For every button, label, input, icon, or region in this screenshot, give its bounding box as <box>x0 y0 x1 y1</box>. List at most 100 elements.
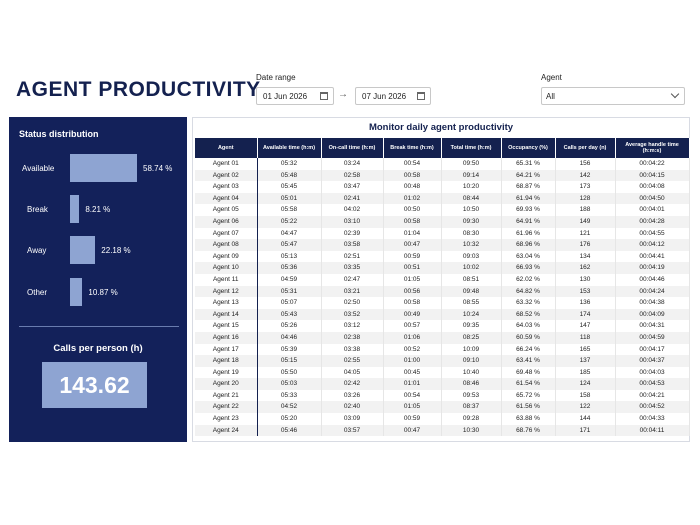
table-cell: 68.96 % <box>501 239 556 251</box>
table-cell: 134 <box>555 250 616 263</box>
table-cell: 121 <box>555 227 616 240</box>
table-cell: 00:56 <box>383 285 442 298</box>
table-cell: 128 <box>555 192 616 205</box>
table-cell: 00:54 <box>383 389 442 402</box>
column-header[interactable]: Total time (h:m) <box>441 138 502 158</box>
table-cell: 10:50 <box>441 204 502 216</box>
table-cell: 10:02 <box>441 262 502 274</box>
table-cell: 03:09 <box>321 413 384 425</box>
column-header[interactable]: Agent <box>195 138 258 158</box>
table-cell: 66.93 % <box>501 262 556 274</box>
table-cell: 60.59 % <box>501 331 556 344</box>
table-cell: 147 <box>555 320 616 332</box>
table-cell: 68.76 % <box>501 424 556 437</box>
table-cell: Agent 15 <box>195 320 258 332</box>
table-cell: Agent 07 <box>195 227 258 240</box>
table-row: Agent 17 05:39 03:38 00:52 10:09 66.24 % 165 00… <box>195 343 690 356</box>
column-header[interactable]: Break time (h:m) <box>383 138 442 158</box>
table-cell: 171 <box>555 424 616 437</box>
table-cell: 05:03 <box>257 378 322 390</box>
table-cell: 10:24 <box>441 308 502 321</box>
table-cell: 08:37 <box>441 401 502 414</box>
table-cell: Agent 20 <box>195 378 258 390</box>
status-row-other: Other 10.87 % <box>9 278 187 308</box>
date-from-input[interactable]: 01 Jun 2026 <box>256 87 334 105</box>
column-header[interactable]: Average handle time (h:m:s) <box>615 138 690 158</box>
date-range-label: Date range <box>256 73 296 82</box>
date-to-input[interactable]: 07 Jun 2026 <box>355 87 431 105</box>
table-row: Agent 07 04:47 02:39 01:04 08:30 61.96 % 121 00… <box>195 227 690 240</box>
column-header[interactable]: Calls per day (n) <box>555 138 616 158</box>
table-cell: Agent 11 <box>195 273 258 286</box>
table-cell: 00:04:50 <box>615 192 690 205</box>
table-cell: 02:51 <box>321 250 384 263</box>
table-cell: 03:47 <box>321 181 384 193</box>
table-cell: Agent 14 <box>195 308 258 321</box>
table-cell: 01:01 <box>383 378 442 390</box>
calls-per-person-value: 143.62 <box>42 362 147 408</box>
table-cell: 03:58 <box>321 239 384 251</box>
table-cell: 158 <box>555 389 616 402</box>
table-cell: 03:24 <box>321 158 384 170</box>
table-cell: 05:15 <box>257 355 322 367</box>
status-distribution-title: Status distribution <box>19 129 99 139</box>
table-cell: 08:44 <box>441 192 502 205</box>
table-cell: 09:35 <box>441 320 502 332</box>
table-cell: 03:10 <box>321 215 384 228</box>
table-cell: 118 <box>555 331 616 344</box>
table-cell: Agent 18 <box>195 355 258 367</box>
panel-divider <box>19 326 179 327</box>
table-cell: 61.94 % <box>501 192 556 205</box>
status-label: Break <box>27 205 48 214</box>
table-cell: 01:05 <box>383 401 442 414</box>
calendar-icon[interactable] <box>417 92 425 100</box>
table-cell: Agent 09 <box>195 250 258 263</box>
table-cell: Agent 08 <box>195 239 258 251</box>
table-cell: 05:01 <box>257 192 322 205</box>
table-row: Agent 13 05:07 02:50 00:58 08:55 63.32 % 136 00… <box>195 297 690 309</box>
table-row: Agent 21 05:33 03:26 00:54 09:53 65.72 % 158 00… <box>195 389 690 402</box>
table-cell: Agent 03 <box>195 181 258 193</box>
table-cell: 09:03 <box>441 250 502 263</box>
table-cell: Agent 05 <box>195 204 258 216</box>
table-row: Agent 16 04:46 02:38 01:06 08:25 60.59 % 118 00… <box>195 331 690 344</box>
table-cell: 02:40 <box>321 401 384 414</box>
status-pct: 8.21 % <box>85 205 111 214</box>
table-cell: 09:28 <box>441 413 502 425</box>
table-cell: 04:52 <box>257 401 322 414</box>
table-cell: 66.24 % <box>501 343 556 356</box>
agent-select[interactable]: All <box>541 87 685 105</box>
table-cell: 00:04:53 <box>615 378 690 390</box>
date-to-value: 07 Jun 2026 <box>362 92 407 101</box>
table-cell: 00:51 <box>383 262 442 274</box>
column-header[interactable]: On-call time (h:m) <box>321 138 384 158</box>
table-cell: 00:04:37 <box>615 355 690 367</box>
column-header[interactable]: Available time (h:m) <box>257 138 322 158</box>
table-cell: 162 <box>555 262 616 274</box>
table-cell: 00:58 <box>383 297 442 309</box>
chevron-down-icon <box>670 89 680 99</box>
column-header[interactable]: Occupancy (%) <box>501 138 556 158</box>
table-cell: 05:32 <box>257 158 322 170</box>
table-cell: Agent 23 <box>195 413 258 425</box>
table-cell: 05:43 <box>257 308 322 321</box>
calendar-icon[interactable] <box>320 92 328 100</box>
table-cell: 03:12 <box>321 320 384 332</box>
table-cell: 00:59 <box>383 413 442 425</box>
status-label: Away <box>27 246 47 255</box>
table-cell: 65.31 % <box>501 158 556 170</box>
table-cell: 00:04:52 <box>615 401 690 414</box>
table-cell: 09:10 <box>441 355 502 367</box>
table-cell: 00:04:08 <box>615 181 690 193</box>
table-cell: 10:20 <box>441 181 502 193</box>
table-cell: 01:02 <box>383 192 442 205</box>
status-label: Other <box>27 288 48 297</box>
table-cell: 00:04:17 <box>615 343 690 356</box>
table-cell: 00:47 <box>383 239 442 251</box>
table-row: Agent 14 05:43 03:52 00:49 10:24 68.52 % 174 00… <box>195 308 690 321</box>
table-cell: 69.93 % <box>501 204 556 216</box>
table-row: Agent 15 05:26 03:12 00:57 09:35 64.03 % 147 00… <box>195 320 690 332</box>
table-cell: Agent 16 <box>195 331 258 344</box>
table-cell: 03:38 <box>321 343 384 356</box>
table-cell: 08:25 <box>441 331 502 344</box>
